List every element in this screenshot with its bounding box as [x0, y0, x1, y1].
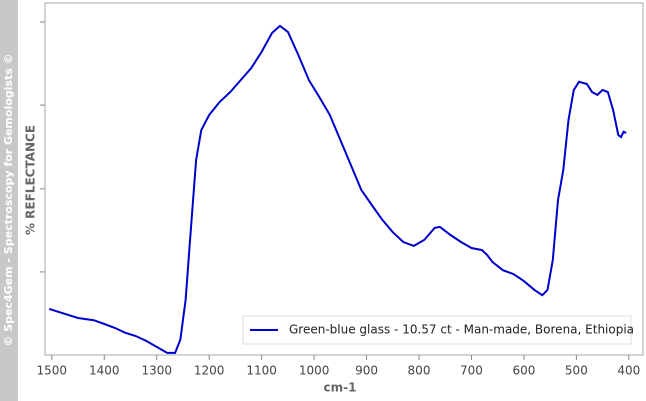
- x-tick-label: 400: [617, 364, 640, 378]
- x-tick-label: 1200: [194, 364, 225, 378]
- x-tick-label: 1400: [89, 364, 120, 378]
- legend: [242, 315, 632, 345]
- x-tick-label: 1500: [37, 364, 68, 378]
- x-tick-label: 700: [460, 364, 483, 378]
- x-tick-label: 500: [565, 364, 588, 378]
- legend-label: Green-blue glass - 10.57 ct - Man-made, …: [289, 323, 634, 337]
- spectrum-line: [48, 24, 627, 354]
- x-axis-label: cm-1: [324, 381, 357, 395]
- plot-frame: [44, 2, 644, 356]
- x-tick-label: 1100: [246, 364, 277, 378]
- x-tick-label: 900: [355, 364, 378, 378]
- y-axis-label: % REFLECTANCE: [24, 125, 38, 235]
- watermark: © Spec4Gem - Spectroscopy for Gemologist…: [2, 53, 15, 346]
- watermark-band: [0, 0, 18, 401]
- x-tick-label: 1300: [141, 364, 172, 378]
- x-tick-label: 600: [512, 364, 535, 378]
- x-tick-label: 1000: [299, 364, 330, 378]
- x-tick-label: 800: [408, 364, 431, 378]
